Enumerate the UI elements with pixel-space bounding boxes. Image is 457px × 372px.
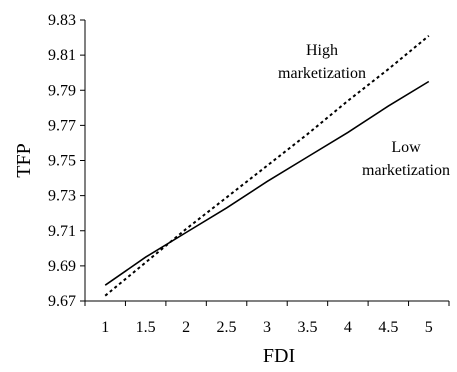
- x-axis-title: FDI: [263, 345, 295, 367]
- x-tick-label: 5: [425, 319, 433, 336]
- y-tick-label: 9.81: [48, 47, 76, 64]
- annotation-low-marketization: Low marketization: [362, 139, 450, 179]
- x-tick-label: 1: [101, 319, 109, 336]
- x-tick-label: 4: [344, 319, 352, 336]
- series-lines: [104, 35, 430, 297]
- series-line-low-marketization: [104, 80, 430, 286]
- ticks: 9.67 9.69 9.71 9.73 9.75 9.77 9.79 9.81 9.83 1 1.5…: [48, 12, 450, 336]
- x-tick-label: 2: [182, 319, 190, 336]
- annotation-high-marketization-line: marketization: [278, 65, 366, 82]
- x-tick-label: 2.5: [217, 319, 237, 336]
- y-tick-label: 9.67: [48, 293, 76, 310]
- annotation-high-marketization-line: High: [306, 42, 338, 59]
- annotation-low-marketization-line: marketization: [362, 162, 450, 179]
- annotations: High marketization Low marketization: [278, 42, 450, 179]
- y-tick-label: 9.69: [48, 258, 76, 275]
- x-tick-label: 1.5: [136, 319, 156, 336]
- x-tick-label: 3: [263, 319, 271, 336]
- annotation-high-marketization: High marketization: [278, 42, 366, 82]
- annotation-low-marketization-line: Low: [391, 139, 421, 156]
- y-tick-label: 9.77: [48, 117, 76, 134]
- y-axis-title: TFP: [13, 143, 35, 177]
- y-tick-label: 9.79: [48, 82, 76, 99]
- y-tick-label: 9.71: [48, 223, 76, 240]
- y-tick-label: 9.73: [48, 188, 76, 205]
- x-tick-label: 4.5: [378, 319, 398, 336]
- y-tick-label: 9.83: [48, 12, 76, 29]
- x-tick-label: 3.5: [297, 319, 317, 336]
- axes: [84, 20, 449, 302]
- y-tick-label: 9.75: [48, 153, 76, 170]
